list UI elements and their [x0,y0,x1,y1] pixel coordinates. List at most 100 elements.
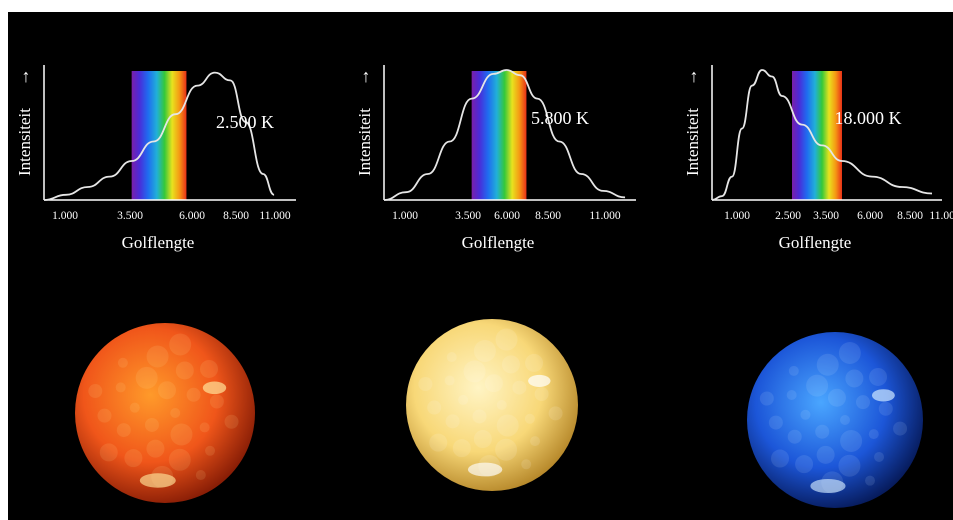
star-granule [548,406,563,421]
chart-3: ↑ Intensiteit 1.000 2.500 3.500 6.000 8.500 11.… [683,65,953,252]
star-granule [463,360,486,383]
star-granule [117,357,128,368]
visible-spectrum-band [131,71,187,200]
stars-group [75,319,923,508]
x-tick-label: 6.000 [494,210,520,222]
x-axis-label: Golflengte [462,233,535,252]
x-tick-label: 1.000 [724,210,750,222]
x-tick-label: 6.000 [179,210,205,222]
star-granule [512,380,527,395]
star-granule [530,436,541,447]
star-granule [788,365,799,376]
x-tick-label: 11.000 [589,210,620,222]
star-granule [170,408,181,418]
x-tick-label: 8.500 [897,210,923,222]
x-tick-label: 8.500 [223,210,249,222]
star-granule [186,387,201,402]
star-granule [170,423,193,446]
star-granule [99,443,118,462]
star-granule [521,459,532,470]
star-granule [175,361,194,380]
star-granule [865,475,876,486]
star-granule [446,352,457,363]
star-granule [427,400,442,415]
x-tick-label: 3.500 [455,210,481,222]
star-granule [97,408,112,423]
star-granule [224,414,239,429]
y-axis-arrow-icon: ↑ [22,66,31,86]
star-granule [496,400,507,410]
star-granule [827,388,846,407]
y-axis-label: Intensiteit [683,108,702,176]
star-granule [838,454,861,477]
star-granule [146,439,165,458]
star-granule [88,384,103,399]
star-granule [845,369,864,388]
star-granule [473,340,496,363]
star-flare [202,381,227,395]
star-flare [528,374,551,387]
star-granule [534,387,549,402]
x-tick-label: 1.000 [392,210,418,222]
star-granule [874,451,885,462]
yellow-star [406,319,578,491]
x-axis-label: Golflengte [779,233,852,252]
star-granule [495,328,518,351]
temperature-label: 5.800 K [531,108,589,128]
star-granule [786,389,797,400]
star-granule [840,430,863,453]
star-granule [768,415,783,430]
star-granule [205,445,216,456]
star-granule [800,409,811,420]
temperature-label: 18.000 K [835,108,902,128]
x-tick-label: 2.500 [775,210,801,222]
star-granule [445,414,460,429]
star-granule [484,374,503,393]
intensity-curve [383,69,626,201]
x-tick-label: 11.000 [259,210,290,222]
star-granule [495,438,518,461]
star-granule [444,375,455,386]
temperature-label: 2.500 K [216,112,274,132]
charts-group: ↑ Intensiteit 1.000 3.500 6.000 8.500 11.000 Go… [15,65,953,252]
x-tick-label: 3.500 [813,210,839,222]
star-granule [838,342,861,365]
star-granule [200,359,219,378]
star-granule [473,430,492,449]
star-granule [525,353,544,372]
star-granule [418,376,433,391]
star-granule [868,429,879,440]
star-flare [871,389,895,402]
star-granule [429,433,448,452]
star-granule [115,382,126,393]
star-granule [840,415,851,425]
star-granule [472,409,487,424]
star-granule [771,449,790,468]
star-granule [129,402,140,413]
chart-2: ↑ Intensiteit 1.000 3.500 6.000 8.500 11.000 Go… [355,65,636,252]
star-granule [458,394,469,405]
star-flare [467,462,503,477]
star-flare [810,478,846,494]
x-tick-label: 6.000 [857,210,883,222]
star-granule [806,374,829,397]
star-granule [787,429,802,444]
star-granule [759,391,774,406]
x-tick-label: 3.500 [117,210,143,222]
blue-star [747,332,923,508]
star-granule [869,367,888,386]
star-granule [855,395,870,410]
star-granule [524,413,535,424]
star-granule [795,455,814,474]
star-flare [139,473,176,488]
y-axis-arrow-icon: ↑ [690,66,699,86]
star-granule [199,422,210,433]
x-tick-label: 11.000 [929,210,953,222]
star-granule [146,345,169,368]
star-granule [878,401,893,416]
visible-spectrum-band [471,71,527,200]
star-granule [116,423,131,438]
star-granule [816,445,835,464]
star-granule [135,366,158,389]
